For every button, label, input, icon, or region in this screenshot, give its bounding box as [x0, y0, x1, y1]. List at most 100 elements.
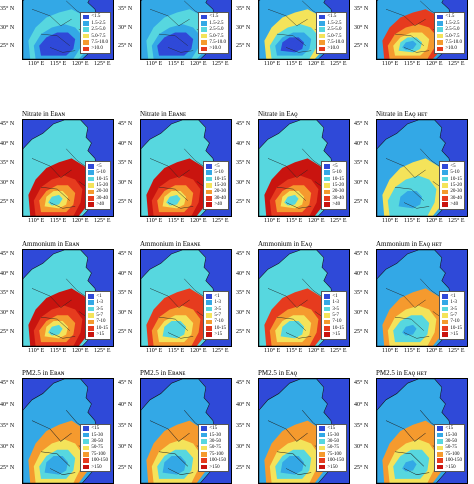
- latitude-label: 30° N: [236, 443, 251, 450]
- legend-entry: 50-75: [437, 445, 462, 451]
- legend-label: <1.5: [91, 14, 101, 20]
- concentration-map: <1.5 1.5-2.5 2.5-5.0 5.0-7.5 7.5-10.0 >10.0: [376, 0, 468, 60]
- panel-title: Ammonium in Eᴀǫ ʜᴇᴛ: [376, 240, 442, 248]
- legend-entry: >40: [206, 202, 226, 208]
- legend-entry: 100-150: [83, 457, 108, 463]
- legend-label: 7.5-10.0: [209, 39, 226, 45]
- legend-entry: 7-10: [206, 319, 226, 325]
- legend-entry: 50-75: [201, 445, 226, 451]
- legend-swatch: [442, 170, 449, 175]
- latitude-label: 25° N: [0, 465, 15, 472]
- legend-entry: 100-150: [201, 457, 226, 463]
- legend-swatch: [437, 452, 444, 457]
- map-panel: <1.51.5-2.52.5-5.05.0-7.57.5-10.0>10.040…: [0, 0, 118, 67]
- legend-label: <1: [332, 293, 338, 299]
- legend-swatch: [83, 458, 90, 463]
- legend-entry: 10-15: [206, 325, 226, 331]
- map-panel: PM2.5 in Eᴀǫ <15 15-30 30-50 50-75 75-100 100-…: [236, 368, 354, 484]
- legend-swatch: [437, 21, 444, 26]
- latitude-label: 40° N: [0, 140, 15, 147]
- legend-label: 1.5-2.5: [327, 20, 342, 26]
- latitude-label: 35° N: [236, 290, 251, 297]
- legend-entry: 10-15: [442, 176, 462, 182]
- legend-label: 5-10: [214, 170, 224, 176]
- legend-entry: 75-100: [437, 451, 462, 457]
- panel-title: PM2.5 in Eᴀǫ: [258, 369, 298, 377]
- legend-label: 3-5: [214, 306, 221, 312]
- legend-label: 7.5-10.0: [445, 39, 462, 45]
- map-legend: <15 15-30 30-50 50-75 75-100 100-150 >150: [316, 423, 347, 473]
- legend-entry: 20-30: [442, 189, 462, 195]
- legend-swatch: [319, 452, 326, 457]
- legend-entry: 15-20: [442, 182, 462, 188]
- longitude-label: 125° E: [330, 61, 347, 67]
- legend-entry: 2.5-5.0: [319, 26, 344, 32]
- latitude-label: 35° N: [118, 160, 133, 167]
- legend-label: 5.0-7.5: [209, 33, 224, 39]
- legend-label: >150: [445, 464, 456, 470]
- province-borders: [149, 148, 208, 209]
- legend-swatch: [83, 27, 90, 32]
- map-legend: <1.5 1.5-2.5 2.5-5.0 5.0-7.5 7.5-10.0 >10.0: [80, 11, 111, 55]
- legend-swatch: [324, 164, 331, 169]
- longitude-label: 120° E: [72, 218, 89, 224]
- legend-entry: 30-50: [201, 438, 226, 444]
- legend-label: >15: [450, 332, 459, 338]
- legend-label: <1.5: [327, 14, 337, 20]
- latitude-label: 25° N: [0, 199, 15, 206]
- legend-label: 5-10: [450, 170, 460, 176]
- map-legend: <15 15-30 30-50 50-75 75-100 100-150 >150: [80, 423, 111, 473]
- legend-entry: 30-50: [83, 438, 108, 444]
- latitude-label: 40° N: [236, 270, 251, 277]
- legend-label: 50-75: [445, 445, 457, 451]
- legend-swatch: [437, 46, 444, 52]
- longitude-label: 110° E: [382, 218, 399, 224]
- longitude-label: 115° E: [168, 348, 185, 354]
- legend-label: 5-10: [332, 170, 342, 176]
- latitude-label: 25° N: [236, 43, 251, 50]
- province-borders: [31, 410, 90, 475]
- legend-entry: 100-150: [319, 457, 344, 463]
- longitude-label: 125° E: [212, 218, 229, 224]
- map-legend: <5 5-10 10-15 15-20 20-30 30-40 >40: [439, 161, 465, 210]
- longitude-label: 120° E: [426, 348, 443, 354]
- legend-entry: 15-20: [324, 182, 344, 188]
- legend-swatch: [88, 294, 95, 299]
- legend-swatch: [206, 164, 213, 169]
- legend-label: 10-15: [96, 325, 108, 331]
- legend-entry: 2.5-5.0: [83, 26, 108, 32]
- legend-entry: >15: [88, 332, 108, 338]
- map-legend: <5 5-10 10-15 15-20 20-30 30-40 >40: [321, 161, 347, 210]
- legend-label: >40: [450, 202, 459, 208]
- panel-title: Nitrate in Eʙᴀɴ: [22, 110, 65, 118]
- longitude-label: 110° E: [146, 348, 163, 354]
- legend-entry: <1: [206, 293, 226, 299]
- legend-entry: 1.5-2.5: [83, 20, 108, 26]
- province-borders: [267, 0, 326, 53]
- map-panel: Nitrate in Eʙᴀɴᴇ <5 5-10 10-15 15-20 20-30 30-…: [118, 109, 236, 224]
- legend-label: 30-40: [450, 195, 462, 201]
- legend-entry: 5-7: [324, 312, 344, 318]
- legend-label: 10-15: [450, 325, 462, 331]
- legend-entry: 10-15: [442, 325, 462, 331]
- legend-label: >10.0: [445, 46, 457, 52]
- legend-entry: 5-7: [88, 312, 108, 318]
- legend-swatch: [319, 464, 326, 470]
- legend-swatch: [324, 313, 331, 318]
- longitude-label: 125° E: [448, 61, 465, 67]
- legend-label: >10.0: [209, 46, 221, 52]
- legend-label: 20-30: [96, 189, 108, 195]
- latitude-label: 35° N: [354, 6, 369, 12]
- legend-entry: 3-5: [442, 306, 462, 312]
- legend-label: <15: [209, 426, 218, 432]
- legend-swatch: [437, 40, 444, 45]
- legend-label: 20-30: [450, 189, 462, 195]
- longitude-label: 125° E: [212, 61, 229, 67]
- legend-label: <15: [327, 426, 336, 432]
- legend-label: >10.0: [91, 46, 103, 52]
- province-borders: [267, 148, 326, 209]
- longitude-label: 125° E: [330, 348, 347, 354]
- longitude-label: 115° E: [404, 218, 421, 224]
- latitude-label: 45° N: [0, 120, 15, 127]
- legend-swatch: [206, 300, 213, 305]
